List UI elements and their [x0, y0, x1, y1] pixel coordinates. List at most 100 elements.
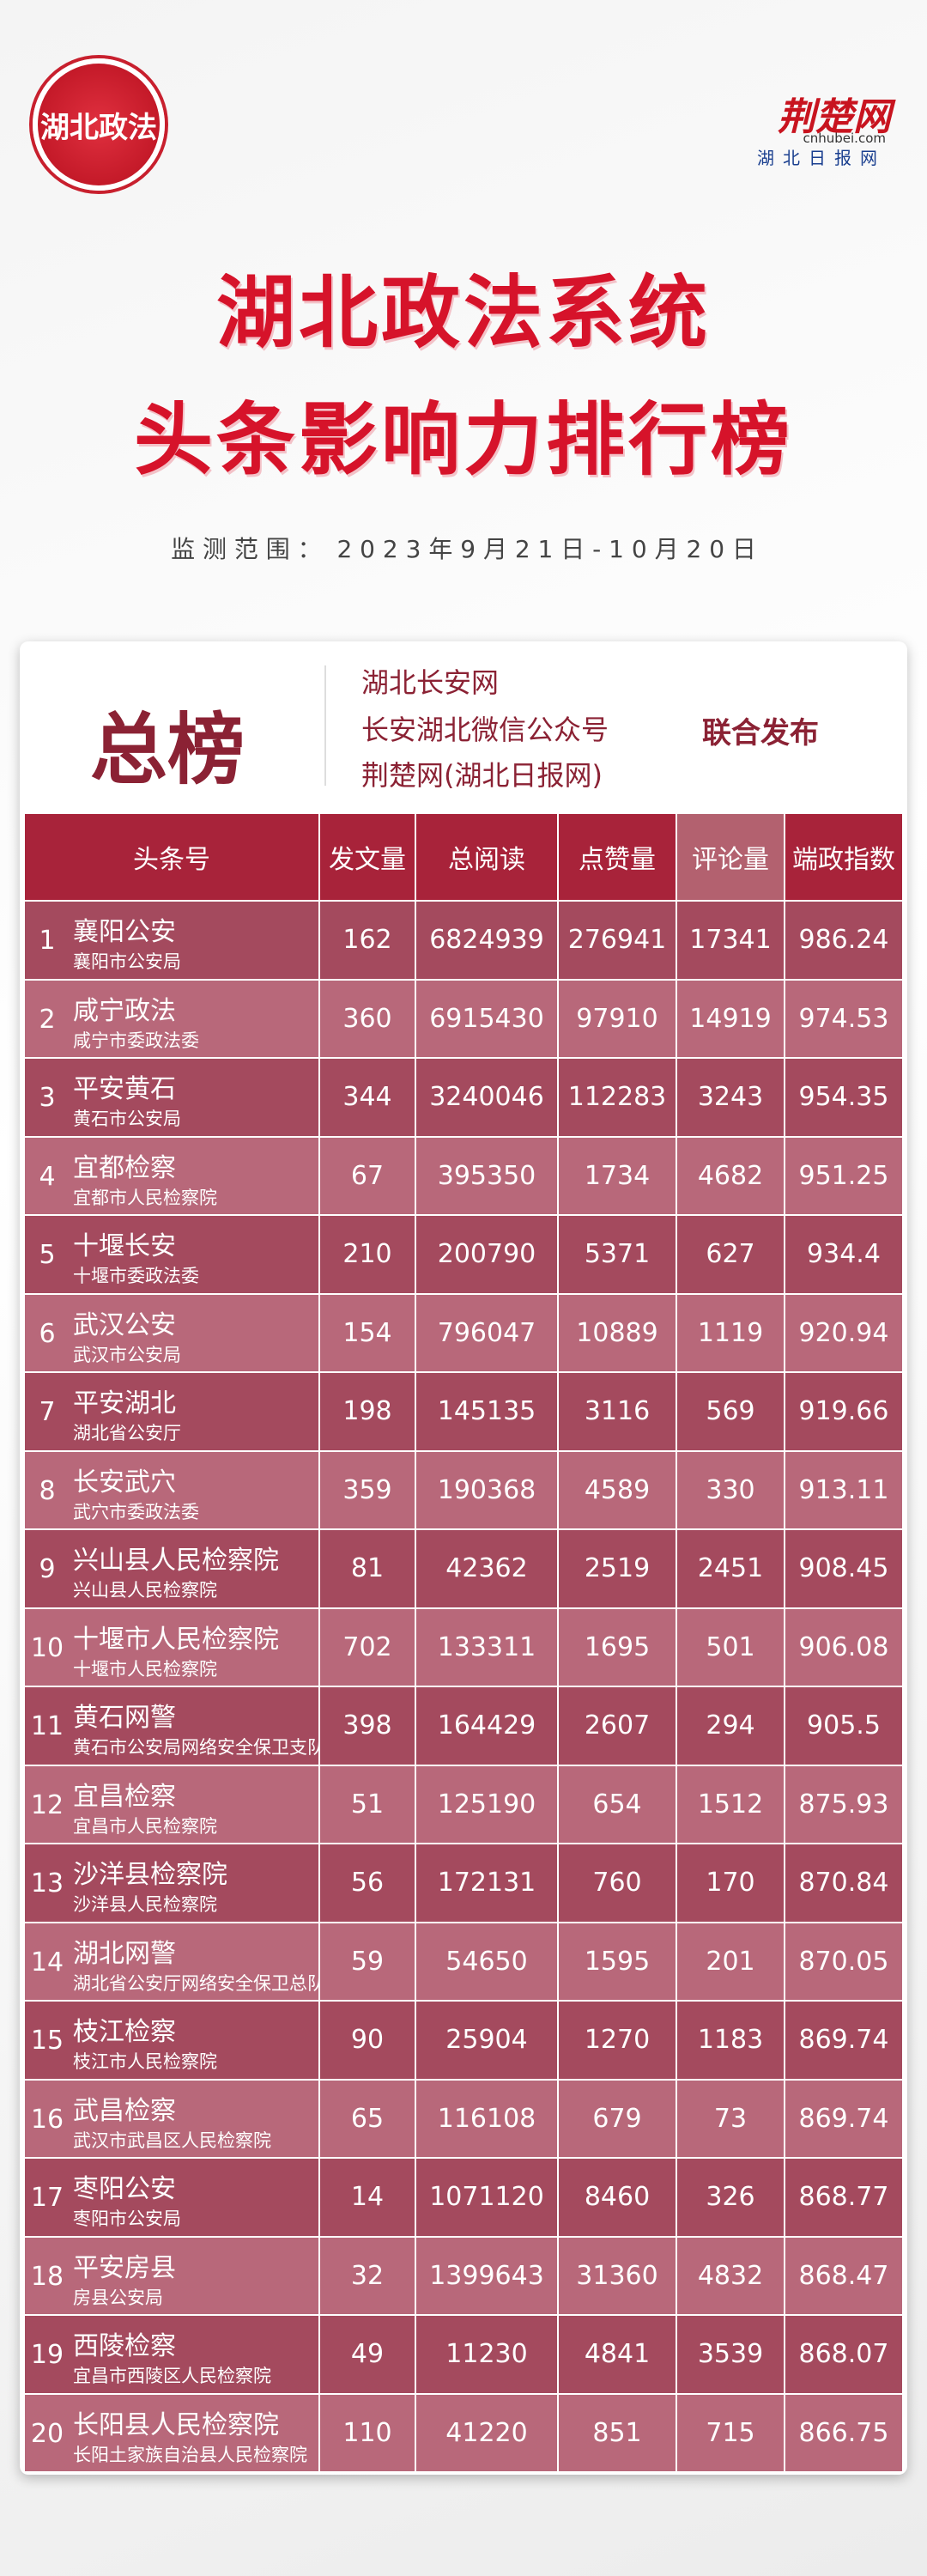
- rank: 13: [30, 1868, 64, 1899]
- value-cell: 869.74: [785, 2002, 904, 2081]
- account-name: 武昌检察: [73, 2095, 176, 2126]
- value-cell: 32: [320, 2237, 416, 2316]
- value-cell: 3116: [559, 1373, 677, 1452]
- brand-site: cnhubei.com: [803, 131, 887, 146]
- value-cell: 679: [559, 2080, 677, 2159]
- account-name: 襄阳公安: [73, 917, 176, 947]
- name-cell: 12 宜昌检察 宜昌市人民检察院: [25, 1765, 320, 1844]
- rank: 2: [39, 1004, 56, 1035]
- value-cell: 715: [677, 2394, 785, 2473]
- account-org: 十堰市人民检察院: [73, 1658, 217, 1680]
- value-cell: 905.5: [785, 1687, 904, 1766]
- value-cell: 3240046: [416, 1059, 559, 1138]
- account-name: 宜昌检察: [73, 1781, 176, 1812]
- account-org: 宜都市人民检察院: [73, 1187, 217, 1208]
- title: 头条影响力排行榜: [133, 394, 793, 486]
- value-cell: 344: [320, 1059, 416, 1138]
- value-cell: 14919: [677, 980, 785, 1059]
- value-cell: 31360: [559, 2237, 677, 2316]
- name-cell: 10 十堰市人民检察院 十堰市人民检察院: [25, 1608, 320, 1687]
- account-org: 湖北省公安厅: [73, 1423, 181, 1443]
- value-cell: 172131: [416, 1844, 559, 1923]
- value-cell: 913.11: [785, 1451, 904, 1530]
- value-cell: 501: [677, 1608, 785, 1687]
- value-cell: 25904: [416, 2002, 559, 2081]
- rank: 6: [39, 1318, 56, 1349]
- account-name: 枝江检察: [73, 2017, 176, 2047]
- value-cell: 10889: [559, 1294, 677, 1373]
- title: 湖北政法系统: [215, 267, 711, 359]
- value-cell: 875.93: [785, 1765, 904, 1844]
- period: 监 测 范 围 ： 2 0 2 3 年 9 月 2 1 日 - 1 0 月 2 …: [171, 535, 756, 563]
- name-cell: 14 湖北网警 湖北省公安厅网络安全保卫总队: [25, 1923, 325, 2002]
- value-cell: 974.53: [785, 980, 904, 1059]
- account-org: 枝江市人民检察院: [73, 2051, 217, 2072]
- value-cell: 51: [320, 1765, 416, 1844]
- value-cell: 164429: [416, 1687, 559, 1766]
- card-label: 总榜: [90, 705, 245, 795]
- account-name: 湖北网警: [73, 1938, 176, 1969]
- name-cell: 7 平安湖北 湖北省公安厅: [25, 1373, 320, 1452]
- value-cell: 760: [559, 1844, 677, 1923]
- value-cell: 398: [320, 1687, 416, 1766]
- rank: 8: [39, 1475, 56, 1506]
- value-cell: 276941: [559, 902, 677, 981]
- value-cell: 198: [320, 1373, 416, 1452]
- value-cell: 65: [320, 2080, 416, 2159]
- value-cell: 1119: [677, 1294, 785, 1373]
- value-cell: 986.24: [785, 902, 904, 981]
- account-org: 枣阳市公安局: [73, 2208, 181, 2229]
- value-cell: 201: [677, 1923, 785, 2002]
- value-cell: 6915430: [416, 980, 559, 1059]
- value-cell: 11230: [416, 2316, 559, 2395]
- rank: 16: [30, 2104, 64, 2135]
- brand-sub: 湖北日报网: [757, 148, 886, 168]
- value-cell: 1695: [559, 1608, 677, 1687]
- column-header: 总阅读: [416, 814, 559, 902]
- separator: [324, 665, 326, 786]
- account-org: 黄石市公安局网络安全保卫支队: [73, 1737, 325, 1758]
- account-name: 黄石网警: [73, 1703, 176, 1733]
- value-cell: 4832: [677, 2237, 785, 2316]
- name-cell: 9 兴山县人民检察院 兴山县人民检察院: [25, 1530, 320, 1609]
- value-cell: 17341: [677, 902, 785, 981]
- rank: 15: [30, 2026, 64, 2056]
- value-cell: 8460: [559, 2159, 677, 2238]
- account-name: 兴山县人民检察院: [73, 1546, 279, 1576]
- value-cell: 210: [320, 1216, 416, 1295]
- value-cell: 1071120: [416, 2159, 559, 2238]
- value-cell: 133311: [416, 1608, 559, 1687]
- value-cell: 1183: [677, 2002, 785, 2081]
- value-cell: 868.07: [785, 2316, 904, 2395]
- value-cell: 869.74: [785, 2080, 904, 2159]
- value-cell: 1270: [559, 2002, 677, 2081]
- name-cell: 13 沙洋县检察院 沙洋县人民检察院: [25, 1844, 320, 1923]
- rank: 19: [30, 2340, 64, 2370]
- name-cell: 11 黄石网警 黄石市公安局网络安全保卫支队: [25, 1687, 325, 1766]
- account-name: 十堰市人民检察院: [73, 1624, 279, 1655]
- value-cell: 868.77: [785, 2159, 904, 2238]
- value-cell: 49: [320, 2316, 416, 2395]
- account-name: 平安黄石: [73, 1074, 176, 1104]
- value-cell: 4589: [559, 1451, 677, 1530]
- name-cell: 18 平安房县 房县公安局: [25, 2237, 320, 2316]
- account-org: 襄阳市公安局: [73, 951, 181, 972]
- value-cell: 954.35: [785, 1059, 904, 1138]
- account-org: 宜昌市西陵区人民检察院: [73, 2366, 271, 2386]
- account-org: 房县公安局: [73, 2287, 163, 2308]
- account-org: 武穴市委政法委: [73, 1501, 199, 1522]
- value-cell: 162: [320, 902, 416, 981]
- value-cell: 200790: [416, 1216, 559, 1295]
- value-cell: 1734: [559, 1137, 677, 1216]
- account-org: 武汉市公安局: [73, 1344, 181, 1365]
- rank: 1: [39, 926, 56, 956]
- account-org: 咸宁市委政法委: [73, 1030, 199, 1051]
- account-name: 平安湖北: [73, 1388, 176, 1419]
- account-org: 十堰市委政法委: [73, 1266, 199, 1286]
- account-name: 宜都检察: [73, 1152, 176, 1183]
- rank: 4: [39, 1161, 56, 1192]
- name-cell: 8 长安武穴 武穴市委政法委: [25, 1451, 320, 1530]
- value-cell: 3243: [677, 1059, 785, 1138]
- name-cell: 19 西陵检察 宜昌市西陵区人民检察院: [25, 2316, 320, 2395]
- account-org: 湖北省公安厅网络安全保卫总队: [73, 1972, 325, 1994]
